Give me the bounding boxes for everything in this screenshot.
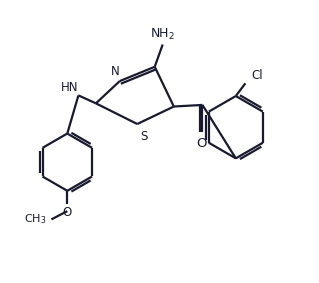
Text: Cl: Cl [251,69,263,82]
Text: HN: HN [61,81,78,94]
Text: O: O [63,206,72,219]
Text: O: O [197,137,207,150]
Text: NH$_2$: NH$_2$ [150,27,175,42]
Text: CH$_3$: CH$_3$ [24,213,47,226]
Text: N: N [111,65,119,78]
Text: S: S [140,130,147,143]
